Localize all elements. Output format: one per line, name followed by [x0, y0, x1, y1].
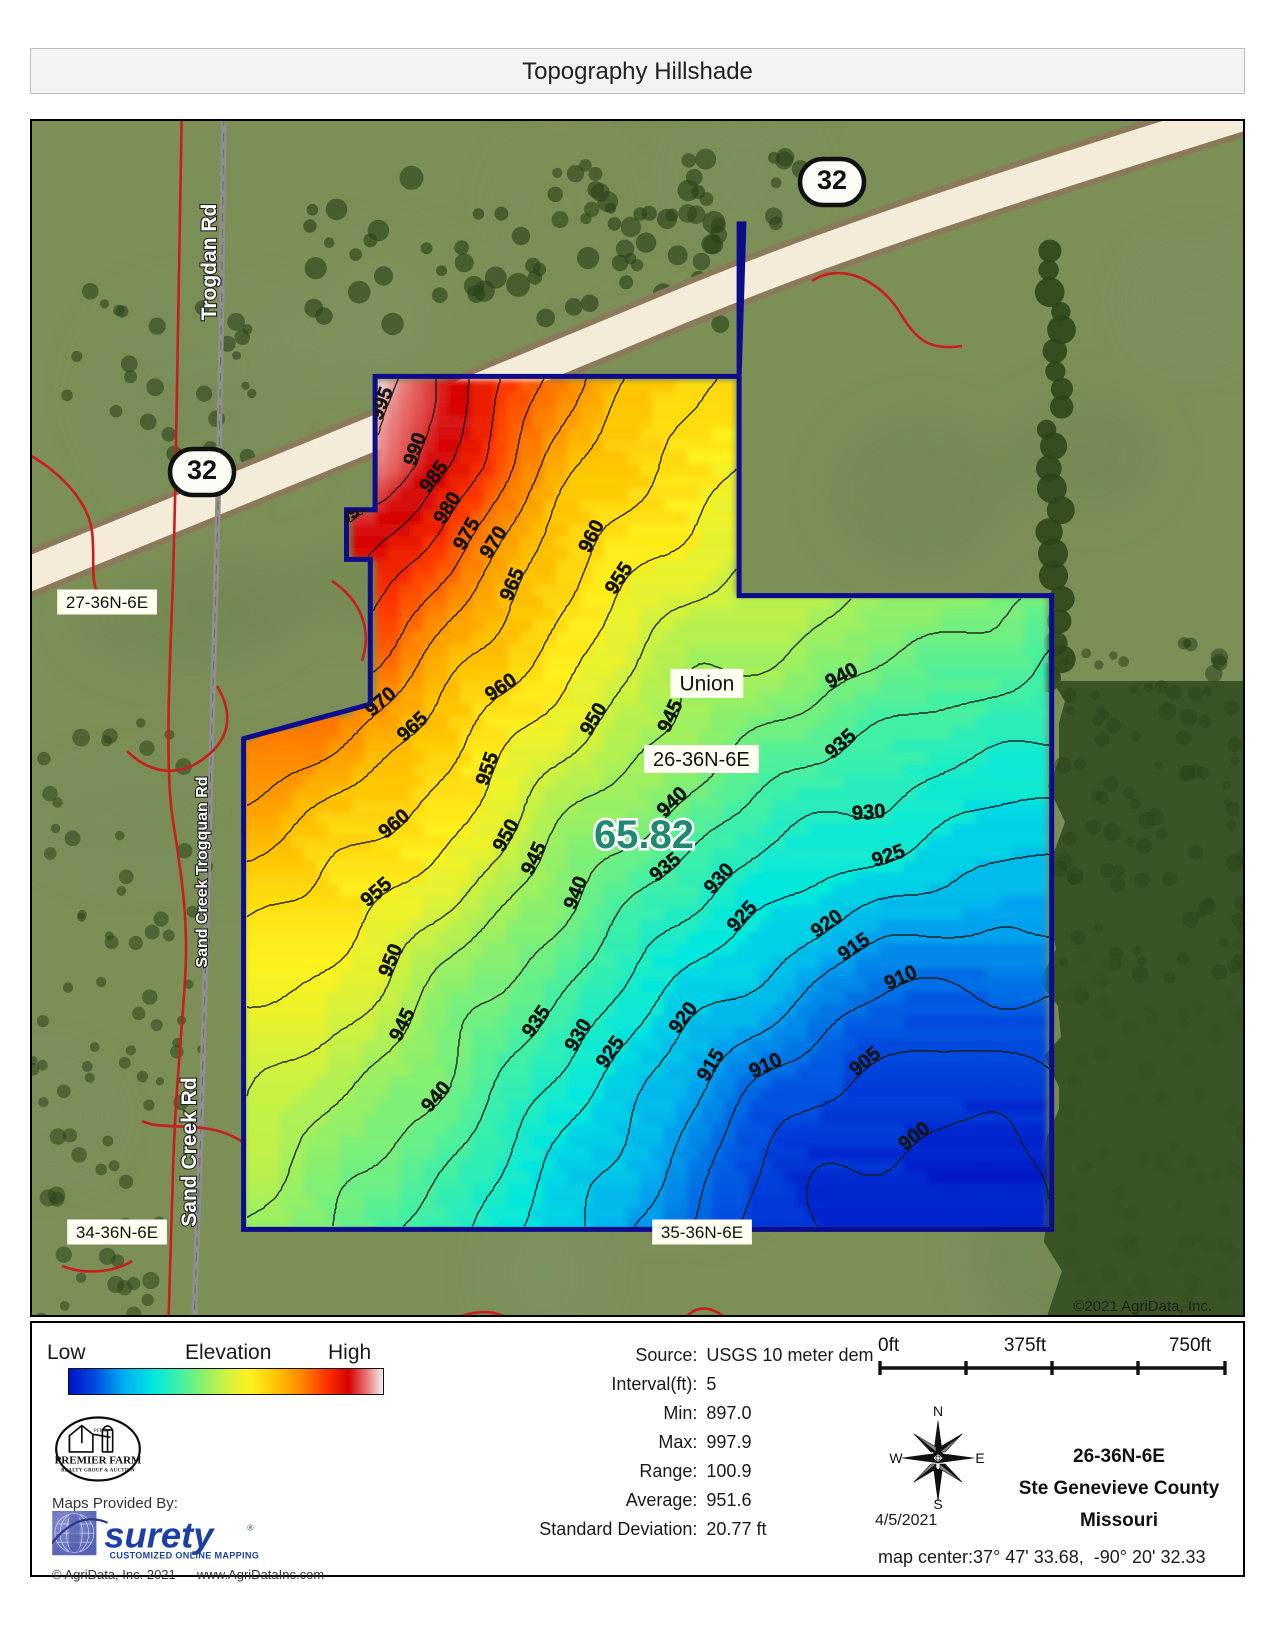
svg-text:65.82: 65.82 [594, 813, 694, 857]
svg-text:35-36N-6E: 35-36N-6E [661, 1223, 743, 1242]
svg-text:Trogdan Rd: Trogdan Rd [198, 204, 221, 321]
svg-text:N: N [933, 1403, 943, 1419]
svg-text:26-36N-6E: 26-36N-6E [653, 749, 750, 771]
svg-text:PREMIER FARM: PREMIER FARM [55, 1455, 142, 1467]
svg-text:CUSTOMIZED ONLINE MAPPING: CUSTOMIZED ONLINE MAPPING [109, 1550, 259, 1560]
svg-text:Sand Creek Rd: Sand Creek Rd [178, 1077, 201, 1226]
svg-text:REALTY GROUP & AUCTION: REALTY GROUP & AUCTION [61, 1469, 135, 1474]
svg-text:750ft: 750ft [1169, 1335, 1212, 1356]
svg-text:©2021 AgriData, Inc.: ©2021 AgriData, Inc. [1073, 1298, 1212, 1315]
svg-text:Sand Creek Trogquan Rd: Sand Creek Trogquan Rd [194, 776, 211, 967]
svg-text:27-36N-6E: 27-36N-6E [66, 593, 148, 612]
svg-text:34-36N-6E: 34-36N-6E [76, 1223, 158, 1242]
svg-text:32: 32 [187, 455, 217, 485]
svg-text:surety: surety [104, 1514, 215, 1555]
svg-text:PFRG: PFRG [94, 1428, 107, 1434]
svg-text:0ft: 0ft [878, 1335, 900, 1356]
svg-text:E: E [975, 1450, 984, 1466]
svg-text:375ft: 375ft [1004, 1335, 1047, 1356]
svg-text:930: 930 [851, 800, 886, 825]
svg-text:®: ® [247, 1523, 254, 1533]
svg-text:W: W [889, 1450, 903, 1466]
svg-text:32: 32 [817, 165, 847, 195]
svg-text:Union: Union [679, 673, 734, 696]
